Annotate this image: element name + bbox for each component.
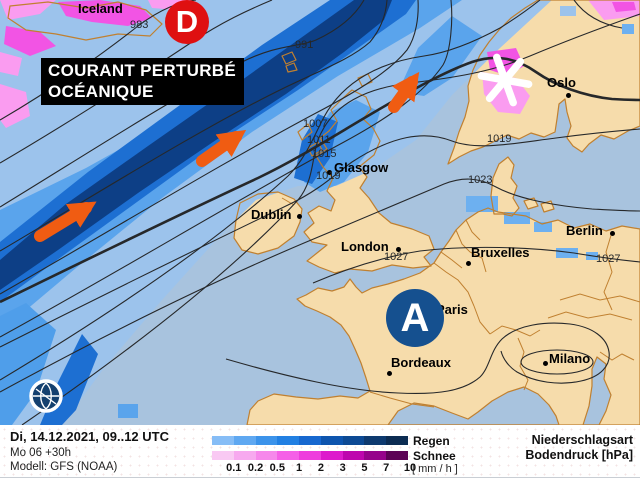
isobar-label-1007: 1007	[303, 118, 328, 130]
rain-scale-segment-8	[386, 436, 409, 445]
scale-tick-3: 3	[339, 462, 346, 474]
snow-scale-segment-0	[212, 451, 234, 460]
snow-scale-segment-2	[255, 451, 278, 460]
place-dot-berlin	[610, 231, 615, 236]
snowflake-icon	[477, 53, 533, 107]
rain-scale-segment-2	[255, 436, 278, 445]
rain-scale-segment-7	[364, 436, 387, 445]
place-dot-dublin	[297, 214, 302, 219]
place-label-berlin: Berlin	[566, 223, 603, 238]
place-label-milano: Milano	[549, 351, 591, 366]
place-label-paris: Paris	[436, 302, 468, 317]
isobar-label-1019: 1019	[487, 133, 512, 145]
scale-tick-0.5: 0.5	[269, 462, 285, 474]
run-label: Mo 06 +30h	[10, 447, 72, 459]
valid-time-label: Di, 14.12.2021, 09..12 UTC	[10, 429, 169, 444]
snow-scale-segment-1	[233, 451, 256, 460]
annotation-line2: OCÉANIQUE	[48, 82, 154, 101]
snow-color-scale	[212, 451, 409, 460]
scale-tick-0.2: 0.2	[247, 462, 264, 474]
place-label-bordeaux: Bordeaux	[391, 355, 451, 370]
isobars	[0, 0, 640, 425]
isobar-label-1023: 1023	[468, 174, 493, 186]
rain-scale-segment-5	[320, 436, 343, 445]
model-label: Modell: GFS (NOAA)	[10, 461, 118, 473]
snow-scale-segment-8	[386, 451, 409, 460]
annotation-box: COURANT PERTURBÉ OCÉANIQUE	[41, 58, 245, 105]
scale-tick-7: 7	[383, 462, 390, 474]
rain-scale-segment-1	[233, 436, 256, 445]
map-label-overlay: COURANT PERTURBÉ OCÉANIQUE Iceland Oslo Gl…	[41, 0, 621, 376]
rain-color-scale	[212, 436, 409, 445]
scale-tick-2: 2	[317, 462, 324, 474]
high-pressure-marker: A	[386, 289, 444, 347]
place-dot-milano	[543, 361, 548, 366]
flow-arrow-icon	[34, 71, 420, 242]
rain-scale-segment-3	[277, 436, 300, 445]
place-label-dublin: Dublin	[251, 207, 292, 222]
scale-tick-10: 10	[403, 462, 417, 474]
annotation-line1: COURANT PERTURBÉ	[48, 61, 237, 80]
rain-scale-segment-6	[342, 436, 365, 445]
pressure-label: Bodendruck [hPa]	[525, 448, 633, 462]
place-label-bruxelles: Bruxelles	[471, 245, 530, 260]
isobar-label-991: 991	[295, 39, 314, 51]
precip-type-label: Niederschlagsart	[531, 433, 633, 447]
rain-scale-label: Regen	[413, 434, 450, 448]
scale-tick-5: 5	[361, 462, 368, 474]
snow-scale-segment-3	[277, 451, 300, 460]
isobar-label-983: 983	[130, 19, 149, 31]
snow-scale-segment-6	[342, 451, 365, 460]
place-dot-london	[396, 247, 401, 252]
low-pressure-marker: D	[165, 0, 209, 44]
place-dot-bordeaux	[387, 371, 392, 376]
isobar-label-1015: 1015	[312, 148, 337, 160]
map-canvas	[0, 0, 640, 425]
scale-tick-0.1: 0.1	[226, 462, 242, 474]
place-label-iceland: Iceland	[78, 1, 123, 16]
isobar-label-1027: 1027	[384, 251, 409, 263]
weather-map: COURANT PERTURBÉ OCÉANIQUE Iceland Oslo Gl…	[0, 0, 640, 425]
snow-scale-segment-7	[364, 451, 387, 460]
place-label-oslo: Oslo	[547, 75, 576, 90]
isobar-label-1011: 1011	[307, 134, 331, 146]
isobar-label-1027: 1027	[596, 253, 621, 265]
place-dot-bruxelles	[466, 261, 471, 266]
snow-scale-segment-4	[299, 451, 321, 460]
isobar-label-1019: 1019	[316, 170, 341, 182]
rain-scale-segment-4	[299, 436, 321, 445]
place-dot-oslo	[566, 93, 571, 98]
country-borders	[281, 197, 640, 408]
unit-label: [ mm / h ]	[412, 463, 458, 475]
place-label-glasgow: Glasgow	[334, 160, 389, 175]
place-label-london: London	[341, 239, 389, 254]
place-dot-glasgow	[327, 170, 332, 175]
snow-scale-segment-5	[320, 451, 343, 460]
snow-scale-label: Schnee	[413, 449, 456, 463]
globe-logo-icon	[29, 379, 63, 413]
rain-scale-segment-0	[212, 436, 234, 445]
scale-tick-1: 1	[296, 462, 303, 474]
